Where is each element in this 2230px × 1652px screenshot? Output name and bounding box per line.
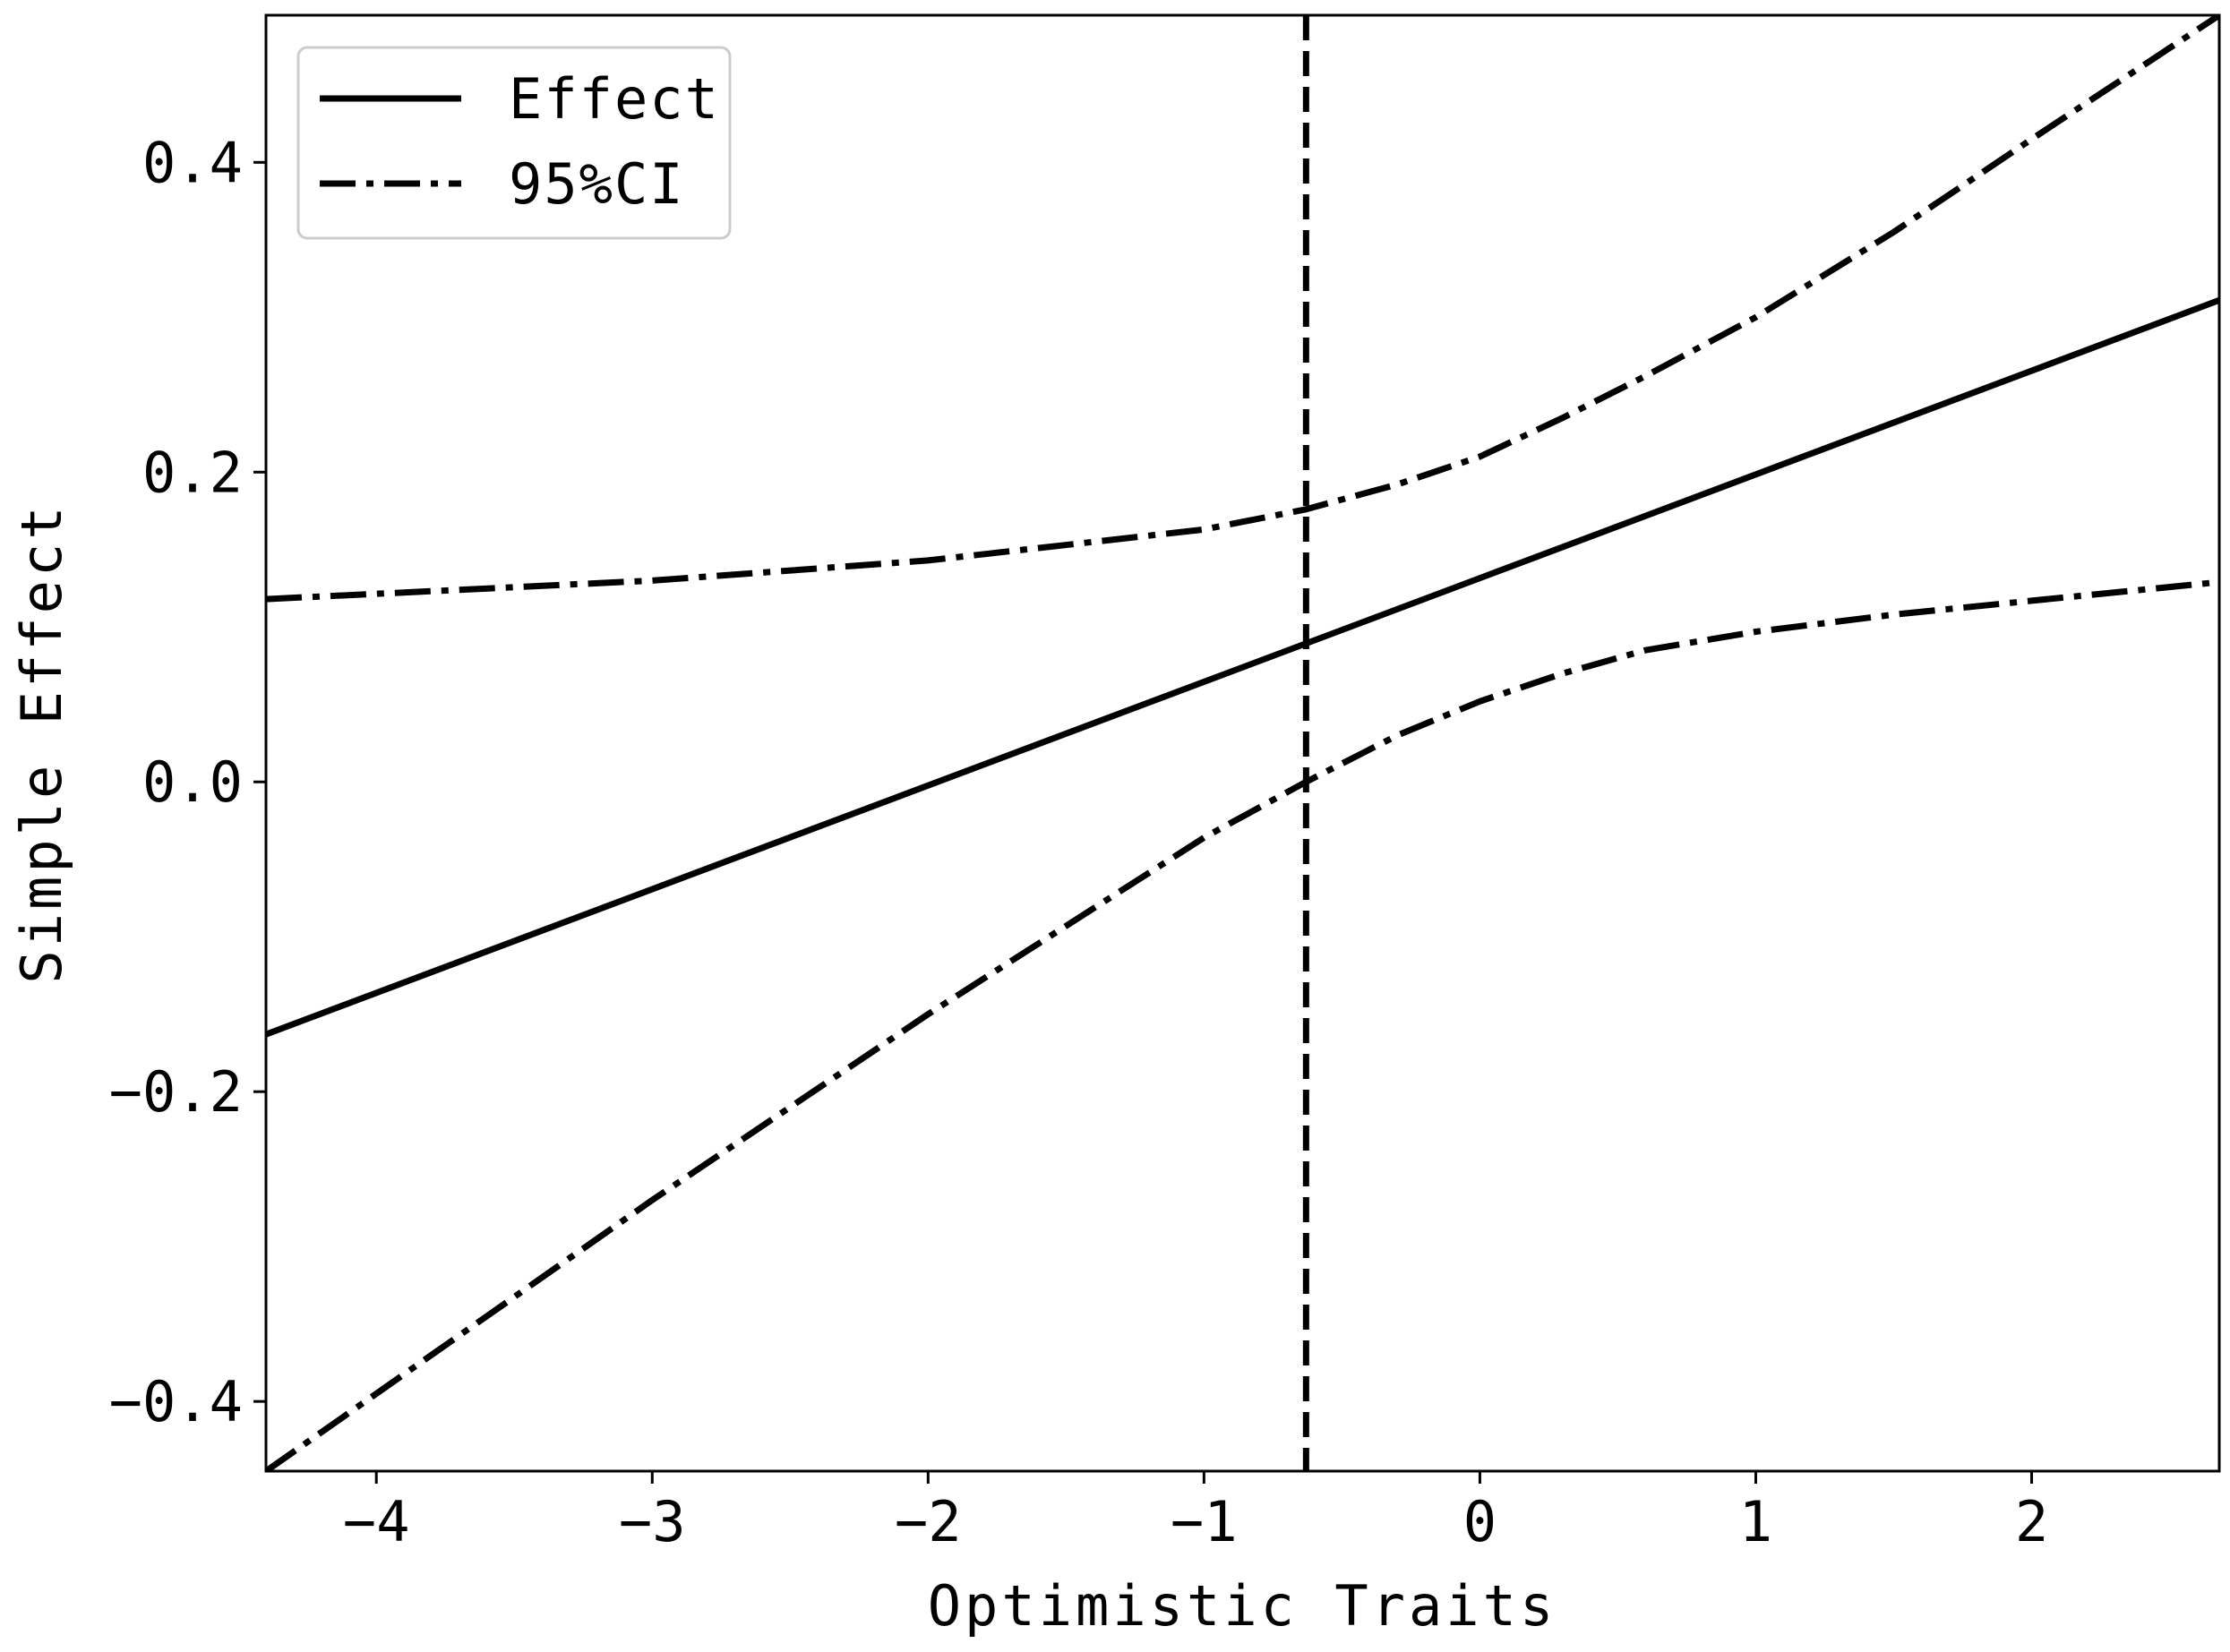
x-tick-label: 2 — [2015, 1489, 2048, 1554]
y-axis-label: Simple Effect — [9, 502, 74, 983]
x-tick-label: 1 — [1739, 1489, 1772, 1554]
y-tick-label: 0.2 — [142, 440, 243, 505]
y-tick-label: −0.2 — [109, 1059, 243, 1125]
y-tick-label: 0.4 — [142, 130, 243, 195]
y-axis-ticks: −0.4 −0.2 0.0 0.2 0.4 — [109, 130, 266, 1434]
x-tick-label: −2 — [895, 1489, 962, 1554]
x-axis-label: Optimistic Traits — [928, 1573, 1557, 1639]
legend-label-effect: Effect — [509, 66, 720, 132]
series-layer — [266, 15, 2219, 1471]
x-tick-label: −1 — [1171, 1489, 1238, 1554]
legend-box — [296, 46, 732, 240]
x-tick-label: −4 — [343, 1489, 410, 1554]
plot-frame — [264, 13, 2221, 1473]
x-tick-label: −3 — [619, 1489, 686, 1554]
legend-label-ci: 95%CI — [509, 151, 685, 217]
series-line-ci-lower — [266, 578, 2219, 1471]
y-tick-label: 0.0 — [142, 749, 243, 815]
x-tick-label: 0 — [1463, 1489, 1497, 1554]
x-axis-ticks: −4 −3 −2 −1 0 1 2 — [343, 1471, 2048, 1554]
series-line-effect — [266, 297, 2219, 1038]
series-line-ci-upper — [266, 15, 2219, 603]
legend: Effect 95%CI — [296, 46, 732, 240]
y-tick-label: −0.4 — [109, 1369, 243, 1434]
